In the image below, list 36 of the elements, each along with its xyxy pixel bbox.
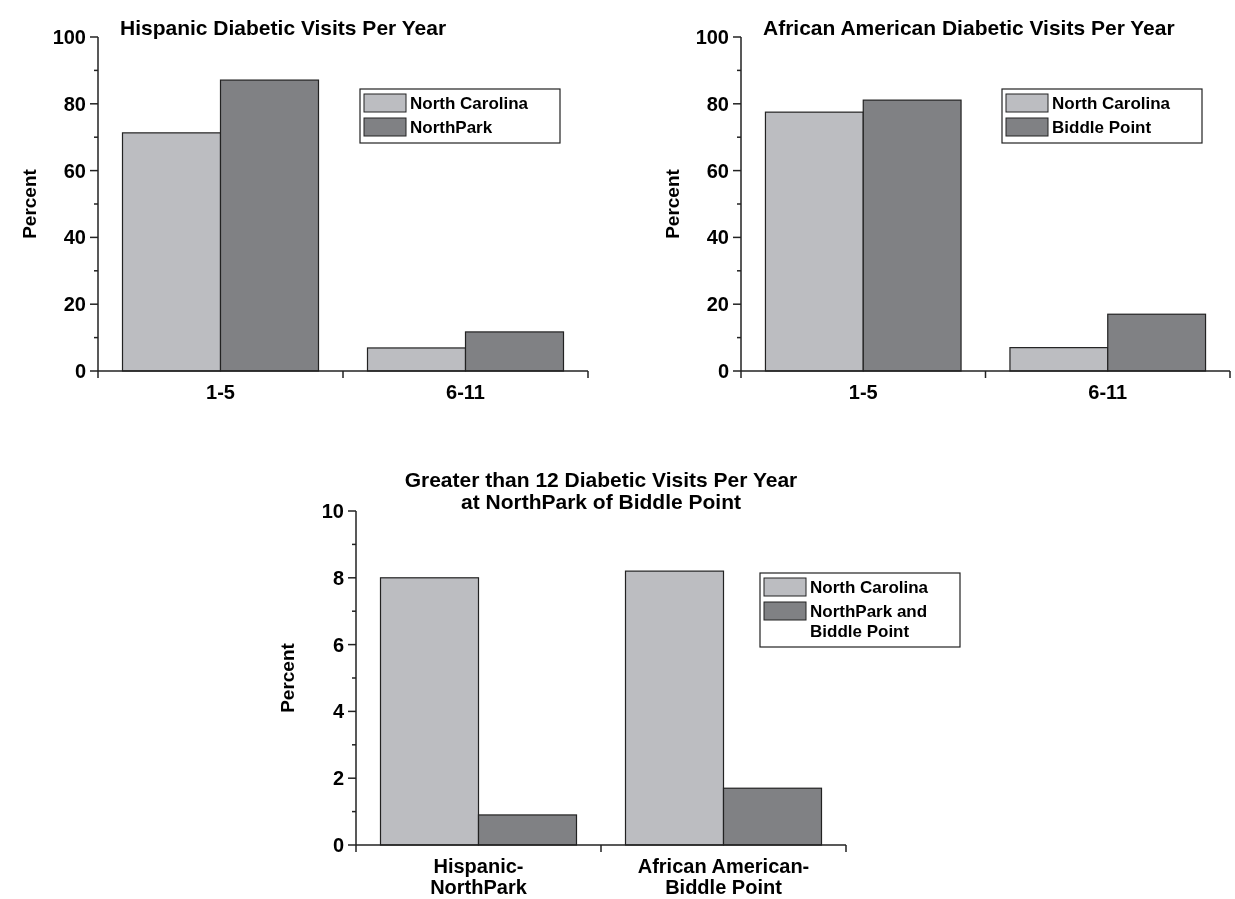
y-axis-title: Percent <box>277 642 298 713</box>
y-tick-label: 8 <box>332 566 344 589</box>
legend-label: North Carolina <box>1052 94 1171 113</box>
y-tick-label: 20 <box>706 293 729 316</box>
legend-label: North Carolina <box>810 578 929 597</box>
y-tick-label: 0 <box>717 360 729 382</box>
y-tick-label: 0 <box>332 834 344 856</box>
y-tick-label: 80 <box>63 92 86 115</box>
legend-label: Biddle Point <box>1052 118 1152 137</box>
x-tick-label: 6-11 <box>446 381 485 403</box>
y-axis-title: Percent <box>19 168 40 239</box>
y-tick-label: 40 <box>63 226 86 249</box>
x-tick-label: 1-5 <box>848 381 878 403</box>
y-tick-label: 4 <box>332 700 345 723</box>
y-tick-label: 2 <box>332 767 344 790</box>
y-tick-label: 60 <box>706 159 729 182</box>
y-tick-label: 100 <box>695 26 729 48</box>
chart-title: Greater than 12 Diabetic Visits Per Year at NorthPark of Biddle Point <box>404 468 798 513</box>
chart-title: Hispanic Diabetic Visits Per Year <box>120 16 447 39</box>
y-tick-label: 20 <box>63 293 86 316</box>
y-tick-label: 60 <box>63 159 86 182</box>
y-tick-label: 6 <box>332 633 344 656</box>
x-tick-label: 1-5 <box>206 381 235 403</box>
y-tick-label: 80 <box>706 92 729 115</box>
legend-label: NorthPark and Biddle Point <box>810 602 928 641</box>
x-tick-label: Hispanic- NorthPark <box>430 855 528 898</box>
y-tick-label: 10 <box>321 500 344 522</box>
legend-label: North Carolina <box>410 94 529 113</box>
legend-label: NorthPark <box>410 118 493 137</box>
y-tick-label: 40 <box>706 226 729 249</box>
x-tick-label: 6-11 <box>1088 381 1128 403</box>
y-axis-title: Percent <box>662 168 683 239</box>
x-tick-label: African American- Biddle Point <box>637 855 810 898</box>
y-tick-label: 100 <box>52 26 86 48</box>
chart-title: African American Diabetic Visits Per Year <box>763 16 1175 39</box>
y-tick-label: 0 <box>74 360 86 382</box>
